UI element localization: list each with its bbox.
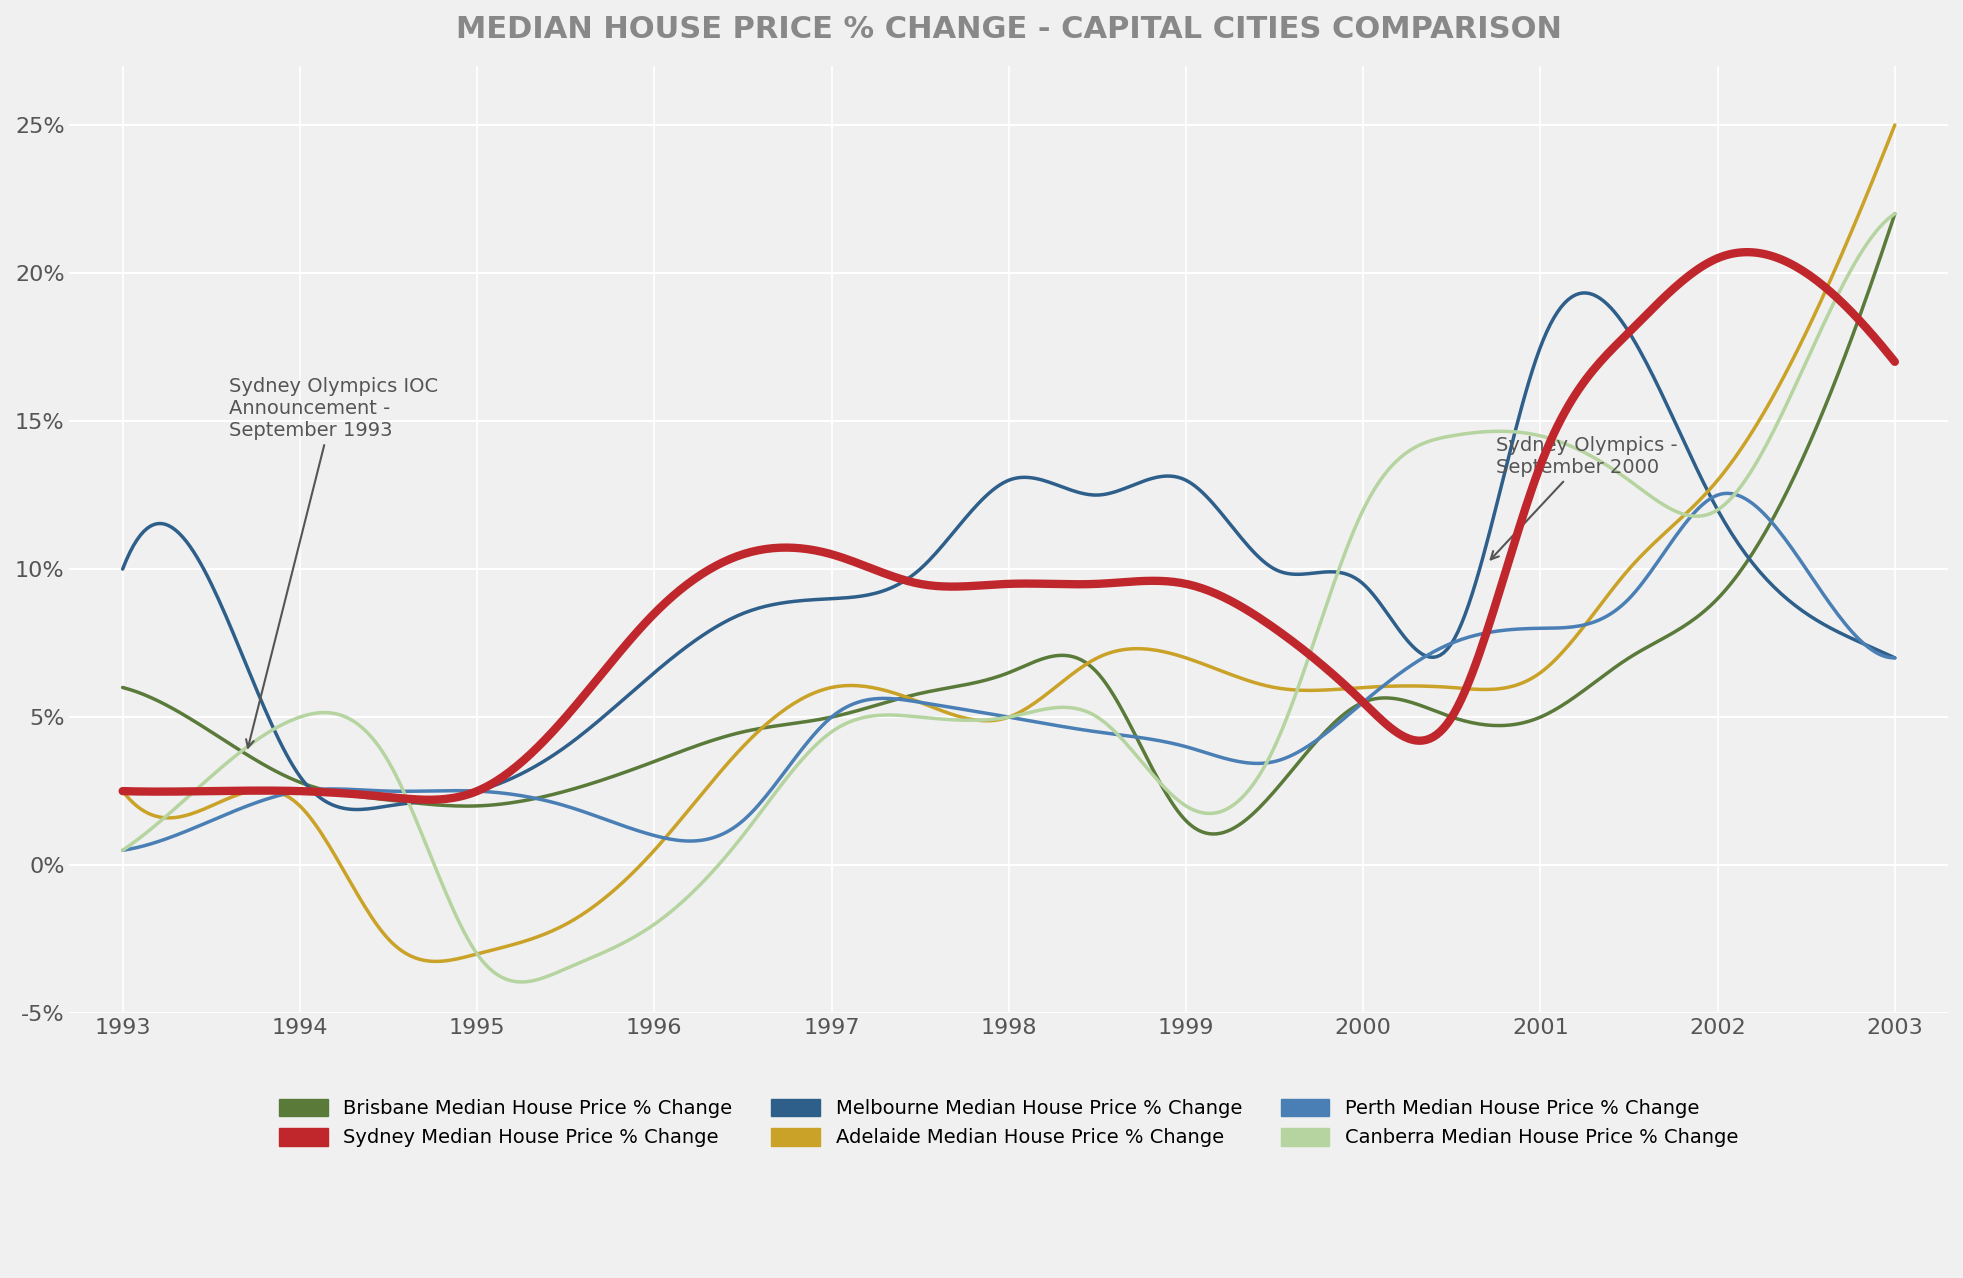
Legend: Brisbane Median House Price % Change, Sydney Median House Price % Change, Melbou: Brisbane Median House Price % Change, Sy… — [271, 1091, 1747, 1155]
Title: MEDIAN HOUSE PRICE % CHANGE - CAPITAL CITIES COMPARISON: MEDIAN HOUSE PRICE % CHANGE - CAPITAL CI… — [455, 15, 1563, 43]
Text: Sydney Olympics -
September 2000: Sydney Olympics - September 2000 — [1490, 436, 1678, 560]
Text: Sydney Olympics IOC
Announcement -
September 1993: Sydney Olympics IOC Announcement - Septe… — [230, 377, 438, 748]
